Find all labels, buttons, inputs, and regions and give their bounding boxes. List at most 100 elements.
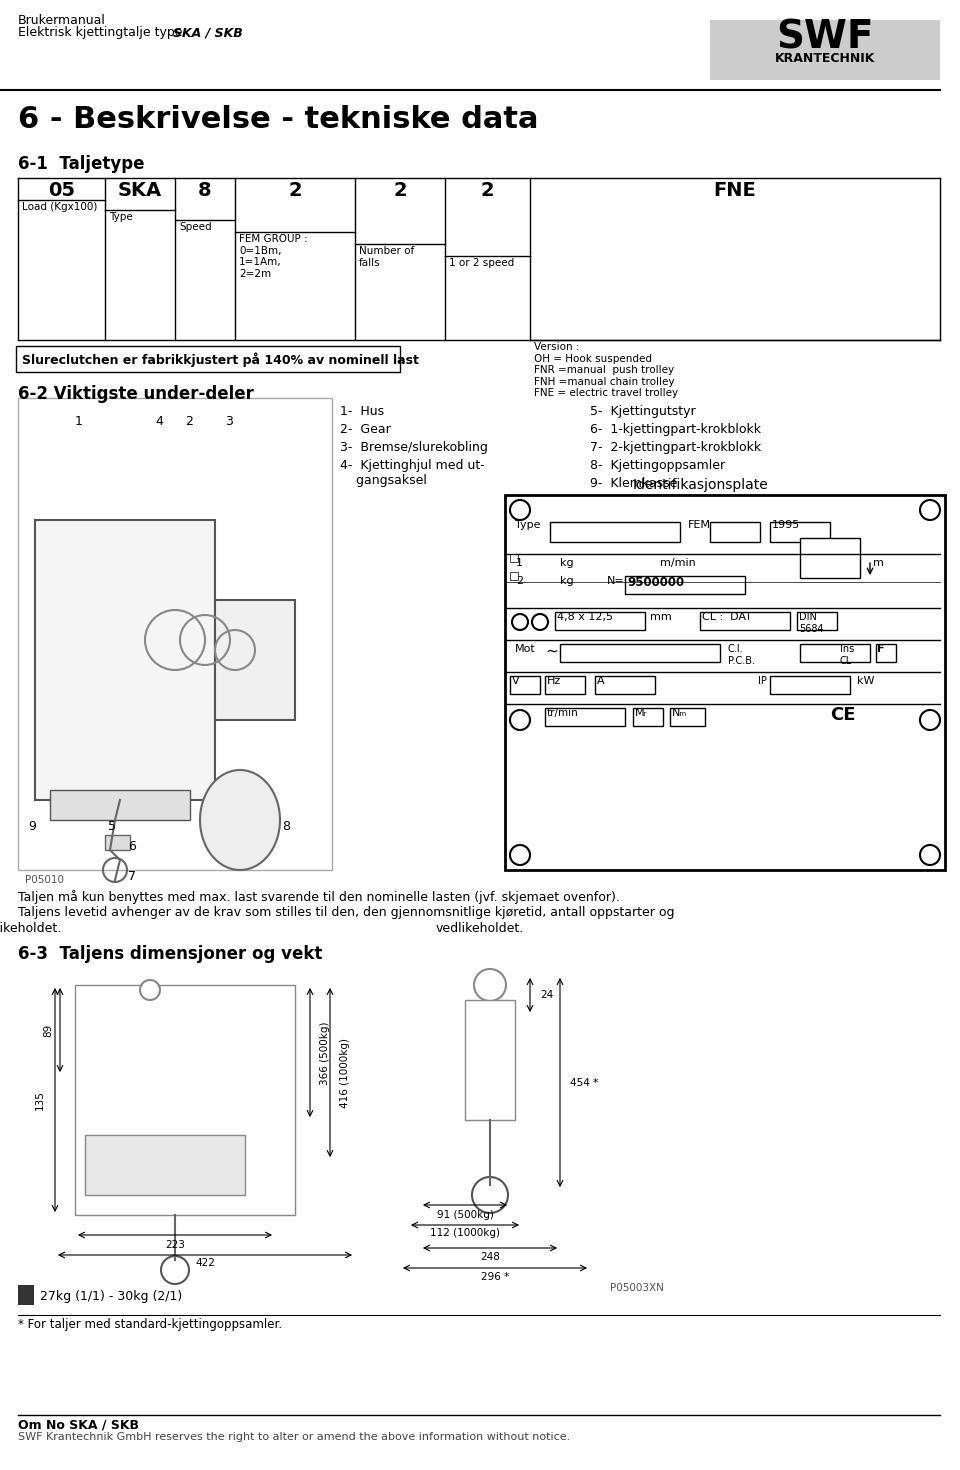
- Bar: [35, 520, 215, 800]
- Circle shape: [920, 710, 940, 731]
- Text: N=: N=: [607, 576, 625, 587]
- Text: * For taljer med standard-kjettingoppsamler.: * For taljer med standard-kjettingoppsam…: [18, 1319, 282, 1330]
- Text: 6-  1-kjettingpart-krokblokk: 6- 1-kjettingpart-krokblokk: [590, 423, 761, 437]
- Text: 4,8 x 12,5: 4,8 x 12,5: [557, 612, 613, 622]
- Text: m/min: m/min: [660, 559, 696, 567]
- Circle shape: [510, 710, 530, 731]
- FancyBboxPatch shape: [710, 21, 940, 79]
- Bar: [770, 676, 850, 694]
- Ellipse shape: [200, 770, 280, 870]
- Text: 9-  Klemkasse: 9- Klemkasse: [590, 476, 678, 490]
- Bar: [670, 709, 705, 726]
- Text: 223: 223: [165, 1241, 185, 1250]
- Text: 9: 9: [28, 820, 36, 833]
- Text: DIN
5684: DIN 5684: [799, 612, 824, 634]
- Text: 89: 89: [43, 1023, 53, 1036]
- Bar: [797, 612, 837, 631]
- FancyBboxPatch shape: [16, 345, 400, 372]
- Bar: [545, 676, 585, 694]
- Text: Slureclutchen er fabrikkjustert på 140% av nominell last: Slureclutchen er fabrikkjustert på 140% …: [22, 351, 419, 366]
- Circle shape: [140, 980, 160, 1000]
- Text: 6 - Beskrivelse - tekniske data: 6 - Beskrivelse - tekniske data: [18, 104, 539, 134]
- Text: 1995: 1995: [772, 520, 801, 531]
- Text: kg: kg: [560, 559, 574, 567]
- Bar: [510, 572, 518, 581]
- Text: KRANTECHNIK: KRANTECHNIK: [775, 51, 876, 65]
- Text: vedlikeholdet.: vedlikeholdet.: [0, 922, 62, 935]
- Text: 7-  2-kjettingpart-krokblokk: 7- 2-kjettingpart-krokblokk: [590, 441, 761, 454]
- Text: mm: mm: [650, 612, 672, 622]
- Text: Speed: Speed: [179, 222, 211, 232]
- Circle shape: [474, 969, 506, 1001]
- Text: 6-1  Taljetype: 6-1 Taljetype: [18, 154, 145, 173]
- Text: 2: 2: [394, 181, 407, 200]
- Text: 422: 422: [195, 1258, 215, 1269]
- Text: 296 *: 296 *: [481, 1272, 509, 1282]
- Text: 3: 3: [225, 415, 233, 428]
- Text: 1: 1: [516, 559, 523, 567]
- Text: 27kg (1/1) - 30kg (2/1): 27kg (1/1) - 30kg (2/1): [40, 1291, 182, 1302]
- Bar: [50, 789, 190, 820]
- Bar: [215, 600, 295, 720]
- Bar: [770, 522, 830, 542]
- Text: tr/min: tr/min: [547, 709, 579, 717]
- Text: CL :  DAT: CL : DAT: [702, 612, 752, 622]
- Bar: [710, 522, 760, 542]
- Text: SKA: SKA: [118, 181, 162, 200]
- Circle shape: [920, 845, 940, 864]
- Text: P05003XN: P05003XN: [610, 1283, 664, 1294]
- Bar: [625, 576, 745, 594]
- Text: Hz: Hz: [547, 676, 562, 686]
- Bar: [800, 644, 870, 662]
- Text: 8: 8: [198, 181, 212, 200]
- Text: Load (Kgx100): Load (Kgx100): [22, 201, 97, 212]
- Text: 24: 24: [540, 989, 553, 1000]
- Bar: [18, 398, 332, 870]
- Text: 454 *: 454 *: [570, 1078, 598, 1088]
- Text: 5: 5: [108, 820, 116, 833]
- Text: kW: kW: [857, 676, 875, 686]
- Bar: [85, 1135, 245, 1195]
- Text: 416 (1000kg): 416 (1000kg): [340, 1038, 350, 1108]
- Text: m: m: [873, 559, 884, 567]
- Text: F: F: [877, 644, 884, 654]
- Bar: [876, 644, 896, 662]
- Circle shape: [512, 614, 528, 631]
- Text: V: V: [512, 676, 519, 686]
- Text: 4-  Kjettinghjul med ut-
    gangsaksel: 4- Kjettinghjul med ut- gangsaksel: [340, 459, 485, 487]
- Bar: [555, 612, 645, 631]
- Text: 1 or 2 speed: 1 or 2 speed: [449, 259, 515, 268]
- Text: SWF Krantechnik GmbH reserves the right to alter or amend the above information : SWF Krantechnik GmbH reserves the right …: [18, 1432, 570, 1442]
- Bar: [75, 985, 295, 1216]
- Text: Elektrisk kjettingtalje type: Elektrisk kjettingtalje type: [18, 26, 186, 40]
- Text: 8: 8: [282, 820, 290, 833]
- Text: 3-  Bremse/slurekobling: 3- Bremse/slurekobling: [340, 441, 488, 454]
- Text: A: A: [597, 676, 605, 686]
- Text: Identifikasjonsplate: Identifikasjonsplate: [632, 478, 768, 492]
- Text: 366 (500kg): 366 (500kg): [320, 1022, 330, 1085]
- Text: kg: kg: [560, 576, 574, 587]
- Text: 248: 248: [480, 1252, 500, 1263]
- Bar: [505, 495, 945, 870]
- Bar: [700, 612, 790, 631]
- Text: Type: Type: [109, 212, 132, 222]
- Text: 135: 135: [35, 1091, 45, 1110]
- Text: 7: 7: [128, 870, 136, 883]
- Text: 112 (1000kg): 112 (1000kg): [430, 1227, 500, 1238]
- Circle shape: [510, 500, 530, 520]
- Text: 6-3  Taljens dimensjoner og vekt: 6-3 Taljens dimensjoner og vekt: [18, 945, 323, 963]
- Text: 2-  Gear: 2- Gear: [340, 423, 391, 437]
- Text: Brukermanual: Brukermanual: [18, 15, 106, 26]
- Text: Type: Type: [515, 520, 540, 531]
- Text: Version :
OH = Hook suspended
FNR =manual  push trolley
FNH =manual chain trolle: Version : OH = Hook suspended FNR =manua…: [534, 343, 678, 398]
- Text: 05: 05: [48, 181, 75, 200]
- Bar: [105, 835, 130, 850]
- Text: C.I.
P.C.B.: C.I. P.C.B.: [728, 644, 755, 666]
- Circle shape: [161, 1255, 189, 1283]
- Text: FNE: FNE: [713, 181, 756, 200]
- Text: Mot: Mot: [515, 644, 536, 654]
- Text: 1: 1: [75, 415, 83, 428]
- Text: 5-  Kjettingutstyr: 5- Kjettingutstyr: [590, 406, 696, 417]
- Text: CE: CE: [830, 706, 855, 725]
- Text: 91 (500kg): 91 (500kg): [437, 1210, 493, 1220]
